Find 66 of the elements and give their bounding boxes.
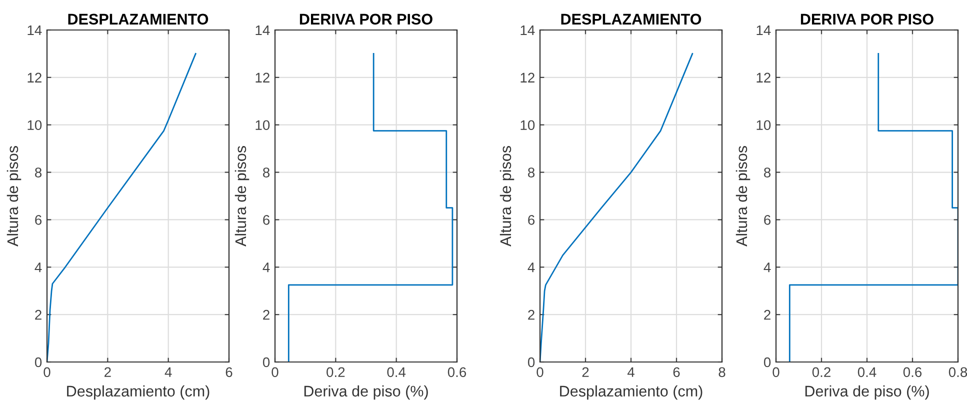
x-tick-label: 6 <box>673 367 680 378</box>
x-axis-title: Desplazamiento (cm) <box>560 385 702 400</box>
x-tick-label: 2 <box>104 367 111 377</box>
chart-title: DERIVA POR PISO <box>800 14 934 25</box>
y-tick-label: 14 <box>28 25 42 36</box>
y-tick-label: 12 <box>256 72 270 82</box>
x-tick-label: 0 <box>772 367 780 378</box>
y-tick-label: 4 <box>528 262 535 272</box>
x-tick-label: 0.4 <box>858 367 876 378</box>
y-tick-label: 6 <box>263 215 270 225</box>
y-tick-label: 2 <box>263 310 270 320</box>
chart-title: DERIVA POR PISO <box>300 14 432 25</box>
chart-title: DESPLAZAMIENTO <box>68 14 208 25</box>
x-tick-label: 0 <box>272 367 278 378</box>
x-tick-label: 0 <box>44 367 50 378</box>
x-tick-label: 0.2 <box>812 367 830 378</box>
y-tick-label: 10 <box>520 120 535 130</box>
x-tick-label: 4 <box>164 367 172 377</box>
y-tick-label: 10 <box>256 120 270 130</box>
x-tick-label: 0.2 <box>326 367 345 378</box>
y-tick-label: 0 <box>34 357 42 368</box>
y-tick-label: 12 <box>28 72 42 82</box>
y-tick-label: 0 <box>262 357 270 368</box>
x-tick-label: 0.4 <box>387 367 406 378</box>
y-tick-label: 8 <box>35 168 42 178</box>
x-axis-title: Desplazamiento (cm) <box>67 385 210 400</box>
y-tick-label: 12 <box>520 72 534 82</box>
y-axis-title: Altura de pisos <box>234 146 250 246</box>
line-series <box>47 53 196 362</box>
y-tick-label: 0 <box>764 357 771 368</box>
x-tick-label: 8 <box>718 367 726 378</box>
x-axis-title: Deriva de piso (%) <box>805 385 929 400</box>
x-tick-label: 2 <box>582 367 589 377</box>
y-tick-label: 10 <box>28 120 42 130</box>
y-tick-label: 2 <box>528 310 534 320</box>
y-tick-label: 6 <box>764 215 771 225</box>
x-tick-label: 4 <box>627 367 634 377</box>
x-tick-label: 6 <box>226 367 232 378</box>
x-tick-label: 0.6 <box>903 367 922 378</box>
chart-title: DESPLAZAMIENTO <box>561 14 702 25</box>
y-tick-label: 14 <box>756 25 771 36</box>
x-axis-title: Deriva de piso (%) <box>304 385 428 400</box>
y-tick-label: 2 <box>35 310 42 320</box>
x-tick-label: 0.8 <box>948 367 967 378</box>
x-tick-label: 0 <box>536 367 544 378</box>
y-tick-label: 4 <box>34 262 42 272</box>
y-tick-label: 14 <box>520 25 535 36</box>
y-tick-label: 4 <box>262 262 270 272</box>
y-tick-label: 12 <box>756 72 770 82</box>
line-series <box>540 53 694 362</box>
y-tick-label: 4 <box>764 262 771 272</box>
y-tick-label: 6 <box>528 215 535 225</box>
y-tick-label: 8 <box>263 168 270 178</box>
y-tick-label: 10 <box>756 120 771 130</box>
y-tick-label: 2 <box>764 310 770 320</box>
y-tick-label: 6 <box>35 215 42 225</box>
x-tick-label: 0.6 <box>448 367 466 378</box>
y-tick-label: 0 <box>528 357 535 368</box>
y-axis-title: Altura de pisos <box>736 146 750 246</box>
line-series <box>788 53 958 362</box>
line-series <box>288 53 454 362</box>
y-tick-label: 8 <box>528 168 535 178</box>
y-axis-title: Altura de pisos <box>500 146 514 246</box>
y-axis-title: Altura de pisos <box>6 146 22 246</box>
y-tick-label: 8 <box>764 168 771 178</box>
y-tick-label: 14 <box>256 25 270 36</box>
